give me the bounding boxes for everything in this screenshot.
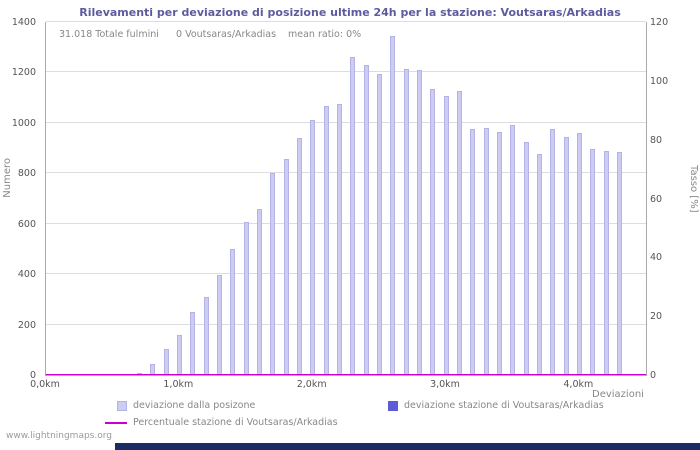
y-tick-label: 1200 (11, 67, 36, 79)
bar (323, 106, 329, 375)
watermark: www.lightningmaps.org (6, 431, 112, 441)
gridline (46, 21, 646, 22)
y-tick-label: 1400 (11, 17, 36, 28)
bar (390, 35, 396, 375)
bar (176, 334, 182, 375)
bar (296, 138, 302, 375)
plot-area: 31.018 Totale fulmini 0 Voutsaras/Arkadi… (45, 21, 647, 376)
bar (163, 348, 169, 375)
y-tick-label: 0 (29, 370, 36, 381)
bar (470, 129, 476, 375)
gridline (46, 323, 646, 325)
gridline (46, 273, 646, 275)
legend-swatch-station-deviation (388, 400, 398, 411)
y-axis-right: 0 20 40 60 80 100 120 (648, 17, 682, 381)
y2-tick-label: 0 (650, 370, 657, 381)
gridline (46, 71, 646, 73)
y2-tick-label: 60 (650, 193, 663, 205)
bar (523, 141, 529, 375)
bar (376, 73, 382, 375)
bar (430, 88, 436, 375)
bar (603, 150, 609, 375)
bar (283, 159, 289, 375)
x-tick-label: 3,0km (430, 379, 460, 390)
bar (403, 68, 409, 375)
bar (456, 91, 462, 375)
bar (550, 129, 556, 375)
bar (270, 173, 276, 375)
gridline (46, 172, 646, 174)
bar (203, 296, 209, 375)
x-tick-label: 2,0km (296, 379, 327, 390)
bar (350, 57, 356, 375)
y-tick-label: 600 (17, 218, 36, 230)
percent-ratio-line (46, 374, 646, 375)
y2-tick-label: 80 (650, 134, 663, 146)
gridline (46, 121, 646, 123)
y-tick-label: 1000 (11, 117, 36, 129)
legend-item-deviation: deviazione dalla posizone (117, 400, 255, 411)
chart-title: Rilevamenti per deviazione di posizione … (79, 6, 621, 19)
x-tick-label: 4,0km (563, 379, 594, 390)
bar (216, 275, 222, 375)
y-tick-label: 800 (17, 168, 36, 180)
bar (563, 136, 569, 375)
x-axis: 0,0km 1,0km 2,0km 3,0km 4,0km (30, 379, 645, 392)
y2-tick-label: 20 (650, 311, 663, 323)
bar (243, 222, 249, 375)
legend-label-station-percentage: Percentuale stazione di Voutsaras/Arkadi… (133, 417, 338, 428)
bar (336, 103, 342, 375)
legend-item-station-percentage: Percentuale stazione di Voutsaras/Arkadi… (105, 417, 338, 428)
bar (576, 132, 582, 375)
total-strikes-label: 31.018 Totale fulmini (59, 29, 159, 40)
bar (136, 372, 142, 375)
bar (190, 311, 196, 375)
gridline (46, 222, 646, 224)
bottom-bar (115, 443, 700, 450)
bar (443, 96, 449, 375)
bar (510, 125, 516, 375)
legend-label-deviation: deviazione dalla posizone (133, 400, 256, 411)
legend-item-station-deviation: deviazione stazione di Voutsaras/Arkadia… (388, 400, 604, 411)
y-axis-label-right: Tasso [%] (688, 165, 699, 213)
y2-tick-label: 40 (650, 252, 663, 264)
y-tick-label: 400 (17, 269, 36, 281)
bar (230, 248, 236, 375)
bar (483, 127, 489, 375)
bar (310, 120, 316, 375)
legend-swatch-station-percentage (105, 421, 127, 424)
bar (496, 131, 502, 375)
bar (150, 363, 156, 375)
bars-layer (46, 22, 646, 375)
y2-tick-label: 120 (650, 17, 669, 28)
mean-ratio-label: mean ratio: 0% (288, 29, 362, 40)
legend-label-station-deviation: deviazione stazione di Voutsaras/Arkadia… (404, 400, 604, 411)
legend-swatch-deviation (117, 400, 127, 411)
x-tick-label: 0,0km (30, 379, 60, 390)
gridlines-layer (46, 21, 646, 375)
y-tick-label: 200 (17, 319, 36, 331)
bar (416, 69, 422, 375)
x-axis-label: Deviazioni (592, 389, 644, 400)
x-tick-label: 1,0km (163, 379, 194, 390)
y-axis-left: 0 200 400 600 800 1000 1200 1400 (0, 17, 40, 381)
y2-tick-label: 100 (650, 75, 669, 87)
bar (363, 64, 369, 375)
bar (616, 151, 622, 375)
station-count-label: 0 Voutsaras/Arkadias (176, 29, 277, 40)
bar (256, 208, 262, 375)
bar (536, 154, 542, 375)
bar (590, 149, 596, 375)
